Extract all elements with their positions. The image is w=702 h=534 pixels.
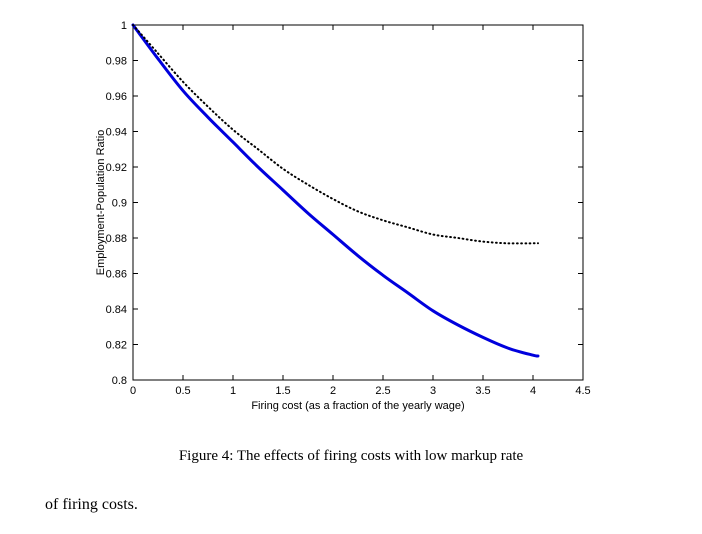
y-tick-label: 0.84 (106, 304, 127, 316)
x-tick-label: 4 (530, 385, 536, 397)
y-tick-label: 0.9 (112, 198, 127, 210)
x-tick-label: 1 (230, 385, 236, 397)
x-tick-label: 0 (130, 385, 136, 397)
y-tick-label: 0.8 (112, 375, 127, 387)
y-tick-label: 1 (121, 20, 127, 32)
x-tick-label: 2 (330, 385, 336, 397)
y-tick-label: 0.92 (106, 162, 127, 174)
body-text: of firing costs. (45, 496, 138, 513)
y-tick-label: 0.86 (106, 269, 127, 281)
solid-blue-line-series (131, 23, 540, 358)
x-tick-label: 1.5 (275, 385, 290, 397)
x-tick-label: 3 (430, 385, 436, 397)
x-tick-label: 3.5 (475, 385, 490, 397)
y-tick-label: 0.98 (106, 56, 127, 68)
y-axis-label: Employment-Population Ratio (95, 130, 107, 276)
y-tick-label: 0.82 (106, 340, 127, 352)
x-tick-label: 4.5 (575, 385, 590, 397)
x-tick-label: 0.5 (175, 385, 190, 397)
y-tick-label: 0.94 (106, 127, 127, 139)
x-axis-label: Firing cost (as a fraction of the yearly… (251, 400, 464, 412)
figure-caption: Figure 4: The effects of firing costs wi… (178, 448, 524, 464)
y-tick-label: 0.96 (106, 91, 127, 103)
figure-chart: 0 0.5 1 1.5 2 2.5 3 3.5 4 4.5 0.8 0.82 0.84 0.86 0.88 0… (95, 20, 591, 412)
plot-frame (132, 24, 584, 381)
y-tick-label: 0.88 (106, 233, 127, 245)
dotted-black-line-series (132, 24, 539, 245)
x-tick-label: 2.5 (375, 385, 390, 397)
